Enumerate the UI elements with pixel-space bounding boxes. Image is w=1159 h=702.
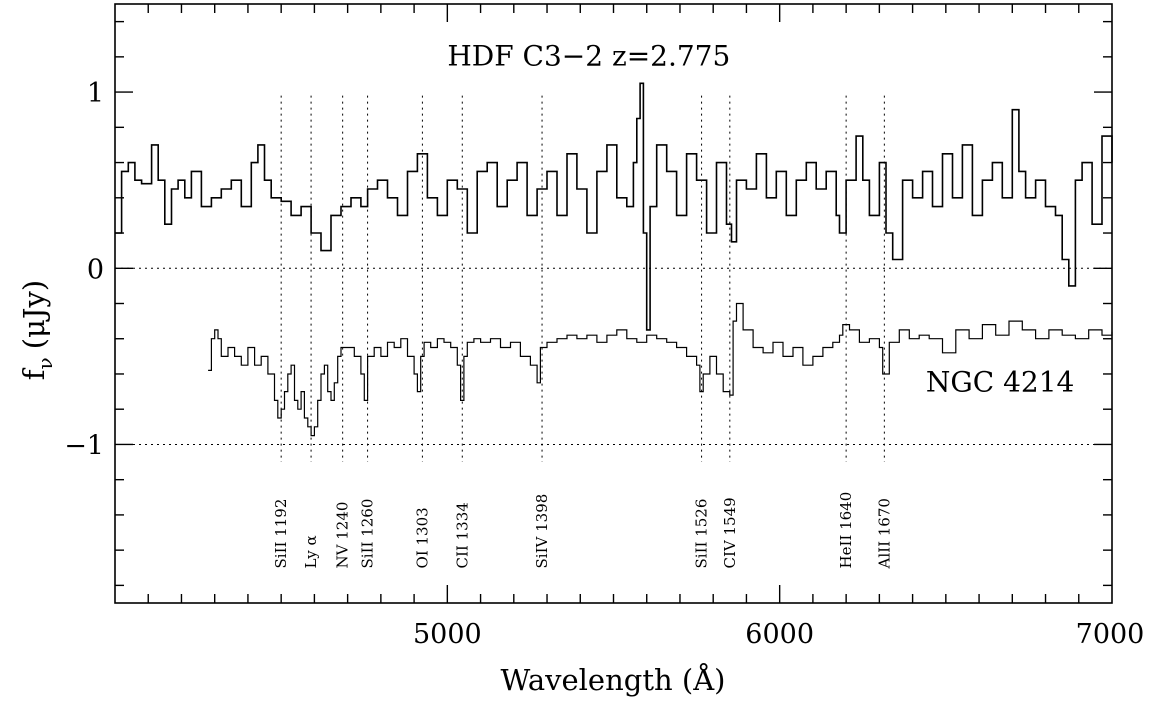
y-axis-title-unit: (μJy)	[17, 280, 51, 349]
line-id-label: AlII 1670	[875, 498, 893, 569]
x-axis-title: Wavelength (Å)	[501, 662, 726, 697]
line-id-label: SiIV 1398	[533, 494, 551, 569]
series-label: NGC 4214	[926, 366, 1074, 399]
plot-border	[114, 3, 1113, 604]
line-id-label: CIV 1549	[721, 497, 739, 568]
line-id-label: SiII 1192	[272, 499, 290, 569]
line-id-label: Ly α	[302, 535, 320, 568]
y-axis-title: fν (μJy)	[17, 280, 57, 380]
line-id-label: NV 1240	[334, 502, 352, 569]
labels: HDF C3−2 z=2.775 NGC 4214	[447, 40, 1074, 399]
spectra	[115, 82, 1113, 437]
y-axis-title-symbol: f	[17, 367, 51, 380]
line-id-label: SiII 1526	[693, 499, 711, 569]
y-axis-title-subscript: ν	[33, 357, 57, 369]
axis-ticks: 5000 6000 7000 1 0 −1	[64, 4, 1144, 650]
line-id-label: CII 1334	[453, 502, 471, 568]
plot-frame	[114, 3, 1113, 604]
line-id-label: HeII 1640	[837, 492, 855, 569]
line-identifications: SiII 1192 Ly α NV 1240 SiII 1260 OI 1303 CII …	[272, 95, 893, 569]
x-tick-label: 5000	[413, 619, 482, 650]
series-label: HDF C3−2 z=2.775	[447, 40, 730, 73]
x-tick-label: 6000	[745, 619, 814, 650]
series-line-hdf	[115, 82, 1113, 331]
y-tick-label: 1	[87, 78, 104, 109]
x-tick-label: 7000	[1076, 619, 1145, 650]
y-tick-label: −1	[64, 430, 104, 461]
line-id-label: OI 1303	[413, 507, 431, 568]
reference-lines	[115, 267, 1112, 445]
line-id-label: SiII 1260	[359, 499, 377, 569]
y-tick-label: 0	[87, 254, 104, 285]
series-line-ngc	[208, 302, 1113, 437]
